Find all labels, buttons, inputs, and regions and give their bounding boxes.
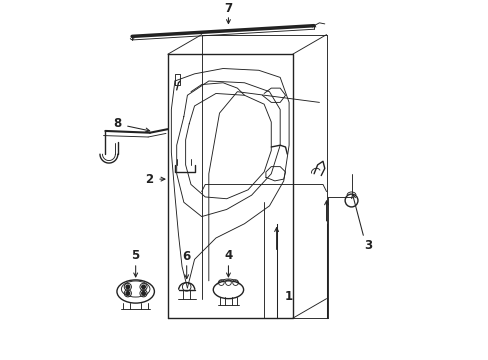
Text: 5: 5 <box>131 249 140 262</box>
Text: 3: 3 <box>364 239 372 252</box>
Circle shape <box>126 285 129 289</box>
Circle shape <box>126 292 129 295</box>
Text: 1: 1 <box>285 291 293 303</box>
Circle shape <box>142 292 145 295</box>
Text: 4: 4 <box>224 249 232 262</box>
Text: 6: 6 <box>182 251 190 264</box>
Text: 7: 7 <box>224 2 232 15</box>
Text: 8: 8 <box>113 117 121 130</box>
Circle shape <box>142 285 145 289</box>
Text: 2: 2 <box>145 172 153 186</box>
